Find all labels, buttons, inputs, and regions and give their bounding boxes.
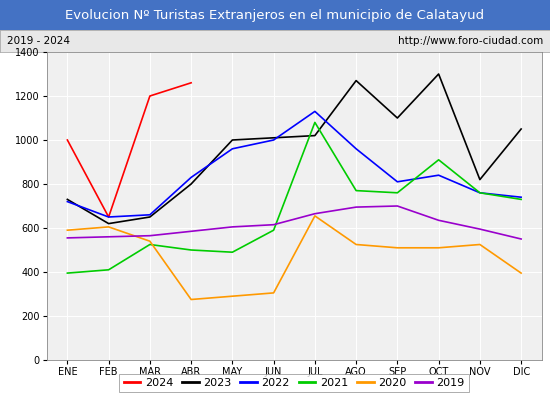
Text: http://www.foro-ciudad.com: http://www.foro-ciudad.com [398, 36, 543, 46]
Text: Evolucion Nº Turistas Extranjeros en el municipio de Calatayud: Evolucion Nº Turistas Extranjeros en el … [65, 8, 485, 22]
Text: 2019 - 2024: 2019 - 2024 [7, 36, 70, 46]
Legend: 2024, 2023, 2022, 2021, 2020, 2019: 2024, 2023, 2022, 2021, 2020, 2019 [119, 374, 469, 392]
